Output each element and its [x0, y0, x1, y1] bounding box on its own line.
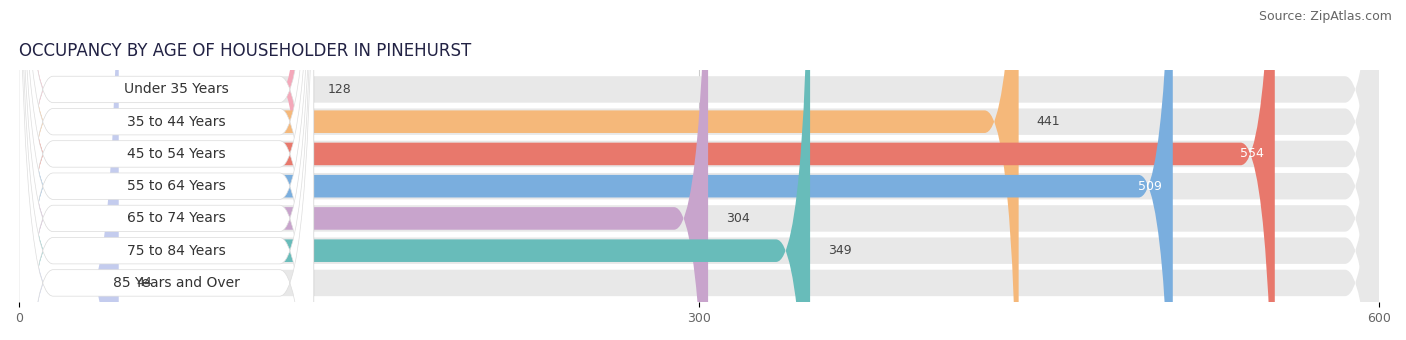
Text: 128: 128 [328, 83, 352, 96]
FancyBboxPatch shape [20, 0, 314, 340]
Text: 349: 349 [828, 244, 852, 257]
FancyBboxPatch shape [20, 0, 314, 340]
FancyBboxPatch shape [20, 0, 709, 340]
Text: 304: 304 [727, 212, 749, 225]
Text: 554: 554 [1240, 148, 1264, 160]
FancyBboxPatch shape [20, 0, 314, 340]
FancyBboxPatch shape [20, 0, 314, 340]
FancyBboxPatch shape [20, 0, 1379, 340]
FancyBboxPatch shape [20, 0, 118, 340]
FancyBboxPatch shape [20, 0, 810, 340]
Text: 441: 441 [1036, 115, 1060, 128]
Text: 35 to 44 Years: 35 to 44 Years [127, 115, 226, 129]
FancyBboxPatch shape [20, 0, 314, 340]
Text: 65 to 74 Years: 65 to 74 Years [127, 211, 226, 225]
FancyBboxPatch shape [20, 0, 1173, 340]
Text: 509: 509 [1137, 180, 1161, 193]
Text: 45 to 54 Years: 45 to 54 Years [127, 147, 226, 161]
Text: 75 to 84 Years: 75 to 84 Years [127, 244, 226, 258]
FancyBboxPatch shape [20, 0, 1379, 340]
FancyBboxPatch shape [20, 0, 314, 340]
FancyBboxPatch shape [20, 0, 1379, 340]
FancyBboxPatch shape [20, 0, 1379, 340]
FancyBboxPatch shape [20, 0, 309, 340]
FancyBboxPatch shape [20, 0, 1275, 340]
FancyBboxPatch shape [20, 0, 1379, 340]
FancyBboxPatch shape [20, 0, 314, 340]
Text: OCCUPANCY BY AGE OF HOUSEHOLDER IN PINEHURST: OCCUPANCY BY AGE OF HOUSEHOLDER IN PINEH… [20, 42, 471, 60]
Text: 44: 44 [136, 276, 153, 289]
Text: Source: ZipAtlas.com: Source: ZipAtlas.com [1258, 10, 1392, 23]
FancyBboxPatch shape [20, 0, 1379, 340]
Text: Under 35 Years: Under 35 Years [124, 82, 229, 97]
FancyBboxPatch shape [20, 0, 1379, 340]
FancyBboxPatch shape [20, 0, 1018, 340]
Text: 85 Years and Over: 85 Years and Over [112, 276, 240, 290]
Text: 55 to 64 Years: 55 to 64 Years [127, 179, 226, 193]
